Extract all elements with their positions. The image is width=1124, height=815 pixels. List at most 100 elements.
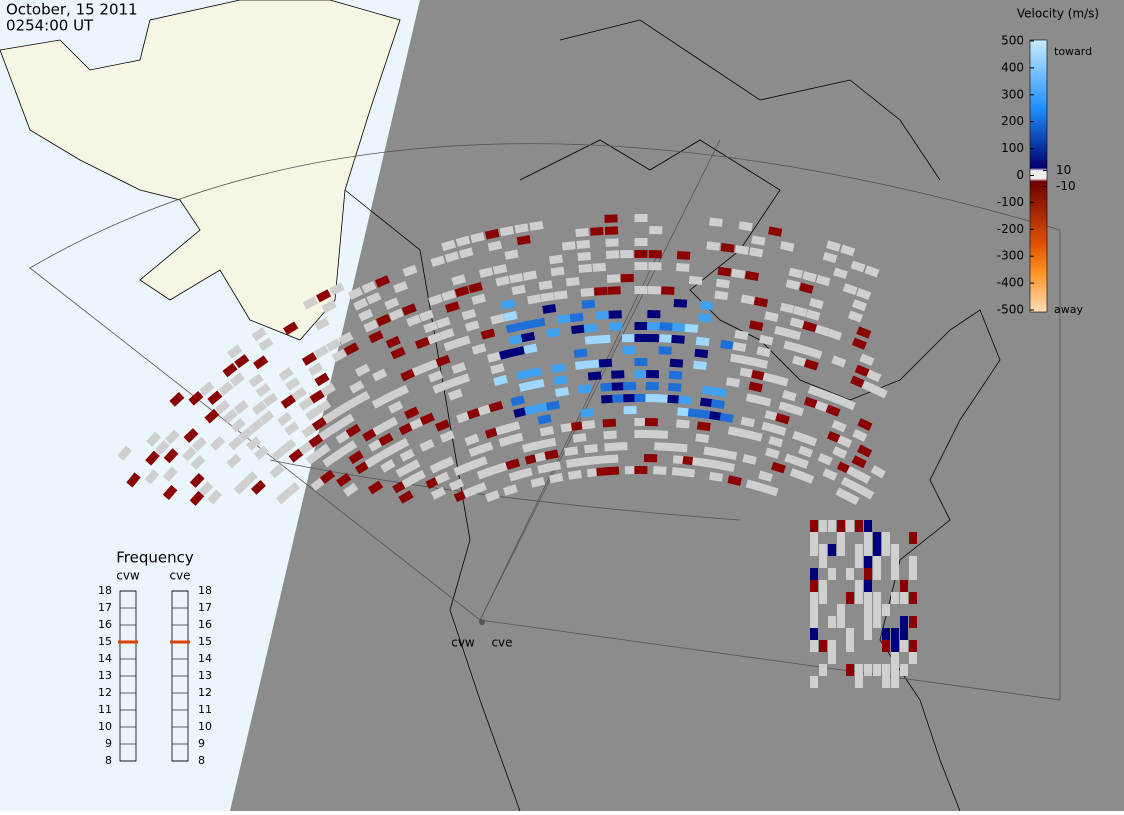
radar-cell [169, 391, 185, 407]
radar-cell [856, 444, 873, 458]
radar-cell [802, 271, 817, 283]
radar-cell [882, 628, 890, 640]
radar-cell [900, 628, 908, 640]
radar-cell [827, 328, 843, 341]
frequency-tick-label: 11 [198, 703, 212, 716]
radar-cell [781, 389, 797, 402]
radar-cell [653, 466, 667, 475]
radar-cell [454, 285, 470, 298]
velocity-tick-label: 300 [1001, 87, 1024, 101]
radar-cell [807, 347, 823, 360]
radar-cell [493, 374, 508, 386]
radar-cell [569, 312, 584, 323]
radar-cell [492, 264, 508, 275]
radar-cell [846, 640, 854, 652]
radar-cell [748, 381, 763, 393]
radar-cell [810, 616, 818, 628]
radar-cell [189, 490, 205, 506]
radar-cell [375, 313, 392, 327]
radar-cell [807, 385, 823, 398]
radar-cell [248, 418, 264, 434]
radar-cell [763, 484, 779, 497]
radar-cell [471, 482, 487, 495]
toward-label: toward [1054, 45, 1092, 58]
radar-cell [516, 235, 531, 246]
radar-cell [308, 433, 324, 448]
radar-cell [861, 380, 877, 394]
radar-cell [855, 664, 863, 676]
radar-cell [720, 461, 735, 473]
frequency-tick-label: 15 [98, 635, 112, 648]
radar-cell [673, 298, 688, 308]
radar-cell [277, 411, 293, 427]
radar-cell [751, 369, 766, 381]
radar-cell [740, 416, 756, 428]
radar-cell [882, 544, 890, 556]
radar-cell [486, 351, 502, 363]
radar-cell [695, 433, 710, 443]
radar-cell [891, 640, 899, 652]
radar-cell [909, 640, 917, 652]
radar-cell [864, 616, 872, 628]
frequency-tick-label: 9 [198, 737, 205, 750]
radar-cell [681, 467, 695, 478]
radar-cell [498, 348, 514, 360]
radar-cell [511, 346, 526, 357]
radar-cell [891, 556, 899, 568]
radar-cell [567, 470, 582, 480]
radar-cell [891, 652, 899, 664]
daylight-region [230, 0, 1124, 811]
radar-label: cve [491, 636, 512, 650]
radar-cell [709, 471, 724, 482]
radar-cell [527, 294, 542, 305]
radar-cell [410, 469, 426, 484]
velocity-tick-label: -400 [997, 276, 1024, 290]
radar-cell [855, 520, 863, 532]
radar-cell [291, 386, 308, 401]
radar-cell [378, 432, 394, 447]
radar-cell [622, 333, 636, 343]
radar-cell [673, 443, 688, 453]
radar-cell [495, 275, 510, 287]
radar-cell [900, 664, 908, 676]
radar-cell [309, 389, 325, 404]
frequency-tick-label: 18 [198, 584, 212, 597]
radar-cell [314, 372, 330, 387]
radar-cell [372, 368, 388, 382]
radar-cell [586, 359, 601, 369]
frequency-tick-label: 13 [198, 669, 212, 682]
frequency-tick-label: 18 [98, 584, 112, 597]
radar-cell [318, 426, 334, 441]
radar-cell [866, 369, 882, 383]
radar-cell [305, 450, 321, 465]
radar-cell [822, 468, 838, 481]
radar-cell [443, 339, 459, 352]
radar-cell [828, 520, 836, 532]
radar-cell [315, 289, 332, 303]
radar-cell [553, 290, 568, 300]
radar-cell [693, 360, 707, 371]
radar-cell [513, 406, 528, 418]
radar-cell [634, 249, 648, 259]
radar-cell [592, 262, 606, 272]
radar-cell [606, 274, 621, 283]
radar-cell [810, 628, 818, 640]
radar-cell [188, 390, 204, 406]
radar-cell [271, 446, 287, 461]
radar-cell [805, 309, 821, 321]
radar-cell [338, 331, 354, 345]
radar-cell [458, 247, 474, 259]
radar-cell [731, 268, 746, 279]
radar-cell [561, 241, 576, 251]
radar-cell [864, 580, 872, 592]
radar-cell [756, 346, 771, 358]
radar-cell [315, 443, 331, 458]
radar-cell [852, 428, 868, 442]
radar-cell [581, 420, 596, 430]
radar-cell [873, 604, 881, 616]
radar-cell [873, 592, 881, 604]
radar-cell [764, 311, 779, 322]
radar-cell [335, 430, 351, 444]
radar-cell [814, 324, 830, 337]
radar-cell [634, 333, 648, 343]
